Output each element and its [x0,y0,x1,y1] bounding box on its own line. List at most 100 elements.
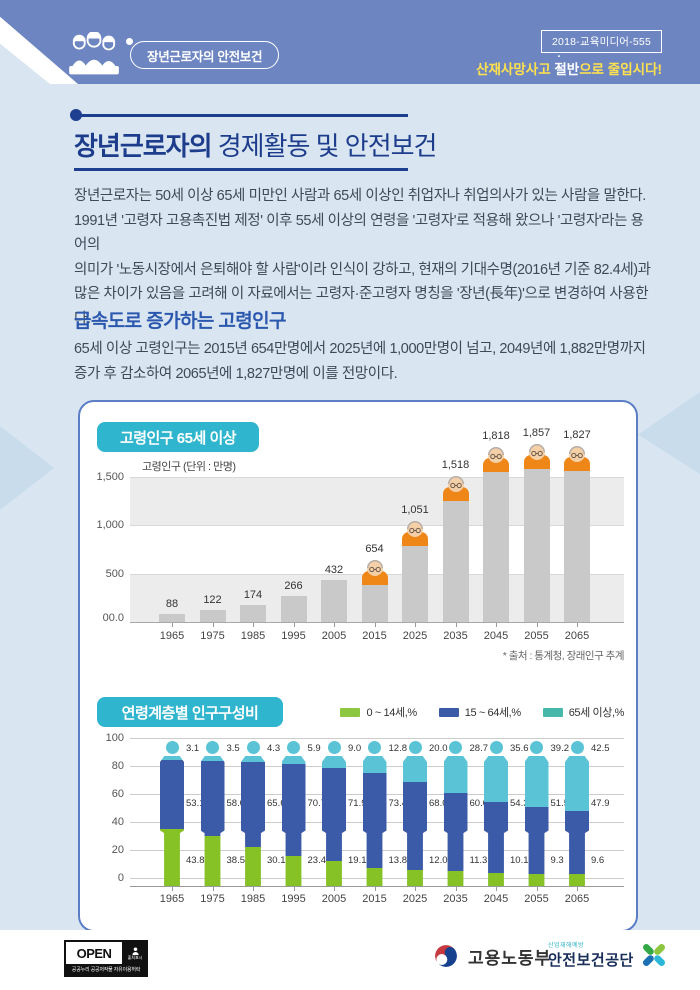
chart2-axis-tick [496,887,497,891]
chart2-legend: 0 ~ 14세,% 15 ~ 64세,% 65세 이상,% [334,704,624,720]
chart2-x-tick-label: 1995 [281,893,306,905]
person-bar [241,741,265,886]
chart1-value-label: 1,857 [522,426,551,439]
label-0-14: 9.3 [550,855,564,866]
label-0-14: 11.3 [469,855,488,866]
chart1-gridline [130,525,624,526]
person-bar [322,741,346,886]
oldman-body [442,487,469,502]
kogl-open-row: OPEN 출처표시 [66,942,146,964]
oldman-icon [481,446,511,464]
person-bar [362,741,387,889]
chart2-x-tick-label: 2025 [402,893,428,905]
label-0-14: 13.8 [388,855,408,866]
kosha-clover-icon [642,944,665,966]
label-0-14: 12.0 [429,855,448,866]
segment-0-14 [484,872,508,886]
person-body [362,756,387,889]
chart1-bar [402,520,428,622]
label-65-plus: 39.2 [550,743,570,754]
chart1-bar-fill [483,472,509,622]
chart2-x-tick-label: 2035 [443,893,468,905]
segment-0-14 [281,855,306,886]
person-bar [565,741,589,886]
person-pictogram-icon [131,946,139,955]
chart1-value-label: 1,051 [401,504,429,517]
chart2-axis-tick [374,887,376,891]
person-body [241,756,265,889]
section-paragraph: 65세 이상 고령인구는 2015년 654만명에서 2025년에 1,000만… [74,337,654,386]
label-0-14: 23.4 [307,855,327,866]
chart1-bar [280,596,307,622]
segment-15-64 [484,802,508,873]
chart2-axis-tick [293,887,295,891]
segment-65-plus [160,756,184,761]
intro-line: 1991년 '고령자 고용촉진법 제정' 이후 55세 이상의 연령을 '고령자… [74,212,644,254]
person-bar [524,741,549,889]
kogl-license-text: 공공누리 공공저작물 자유이용허락 [66,964,146,975]
person-head [206,741,219,754]
chart1-value-label: 654 [365,542,384,555]
chart2-y-tick-label: 0 [117,872,124,884]
chart2-x-tick-label: 2045 [483,893,509,905]
segment-65-plus [484,756,508,803]
label-0-14: 38.5 [226,855,246,866]
chart2-axis-tick [536,887,538,891]
label-15-64: 58.0 [226,798,246,809]
chart2-axis-line [130,886,624,887]
label-0-14: 30.1 [267,855,286,866]
chart1-bar-fill [402,546,428,622]
chart1-y-tick-label: 1,500 [96,471,124,483]
segment-65-plus [241,756,265,762]
legend-label: 65세 이상,% [568,707,625,719]
chart1-value-label: 88 [165,597,179,610]
segment-15-64 [565,811,589,874]
chart1-y-tick-label: 500 [105,568,124,580]
workers-icon [69,32,119,75]
moel-name: 고용노동부 [468,948,552,968]
chart1-value-label: 1,818 [482,430,510,443]
segment-65-plus [403,756,427,782]
label-0-14: 9.6 [591,855,605,866]
segment-0-14 [403,870,427,886]
segment-0-14 [241,846,265,886]
chart1-bar [442,475,469,622]
chart1-value-label: 122 [203,594,222,607]
chart2-y-tick-label: 80 [111,760,124,772]
person-head [368,741,381,754]
doc-code-badge: 2018-교육미디어-555 [541,30,662,53]
label-65-plus: 12.8 [388,743,408,754]
oldman-icon [522,443,552,460]
person-body [524,756,549,889]
segment-15-64 [322,767,346,862]
moel-logo: 고용노동부 [432,942,551,970]
chart1-bar [159,613,185,622]
chart1-axis-tick [496,623,497,627]
ribbon-dot [126,38,133,45]
slogan-emphasis: 절반 [554,62,579,77]
legend-swatch-green [340,707,361,717]
segment-15-64 [200,760,225,836]
chart1-badge: 고령인구 65세 이상 [97,422,259,452]
chart1-bar [522,443,552,622]
chart2-axis-tick [172,887,173,891]
intro-line: 많은 차이가 있음을 고려해 이 자료에서는 고령자·준고령자 명칭을 '장년(… [74,286,649,327]
chart2-x-tick-label: 2055 [524,893,549,905]
chart1-y-tick-label: 00.0 [102,612,124,624]
segment-0-14 [443,871,468,886]
person-head [408,741,422,754]
person-head [489,741,503,754]
label-65-plus: 5.9 [307,743,321,754]
chart1-axis-tick [253,623,254,627]
chart1-bar [361,559,388,622]
label-0-14: 43.8 [186,855,205,866]
title-rule-bottom [74,168,408,171]
segment-15-64 [160,760,184,830]
chart1-bar-fill [523,468,550,622]
chart1-x-tick-label: 2015 [362,630,387,642]
chart2-axis-tick [415,887,416,891]
slogan-prefix: 산재사망사고 [476,62,555,77]
person-bar [443,741,468,886]
intro-line: 의미가 '노동시장에서 은퇴해야 할 사람'이라 인식이 강하고, 현재의 기대… [74,261,651,278]
segment-0-14 [322,861,346,886]
